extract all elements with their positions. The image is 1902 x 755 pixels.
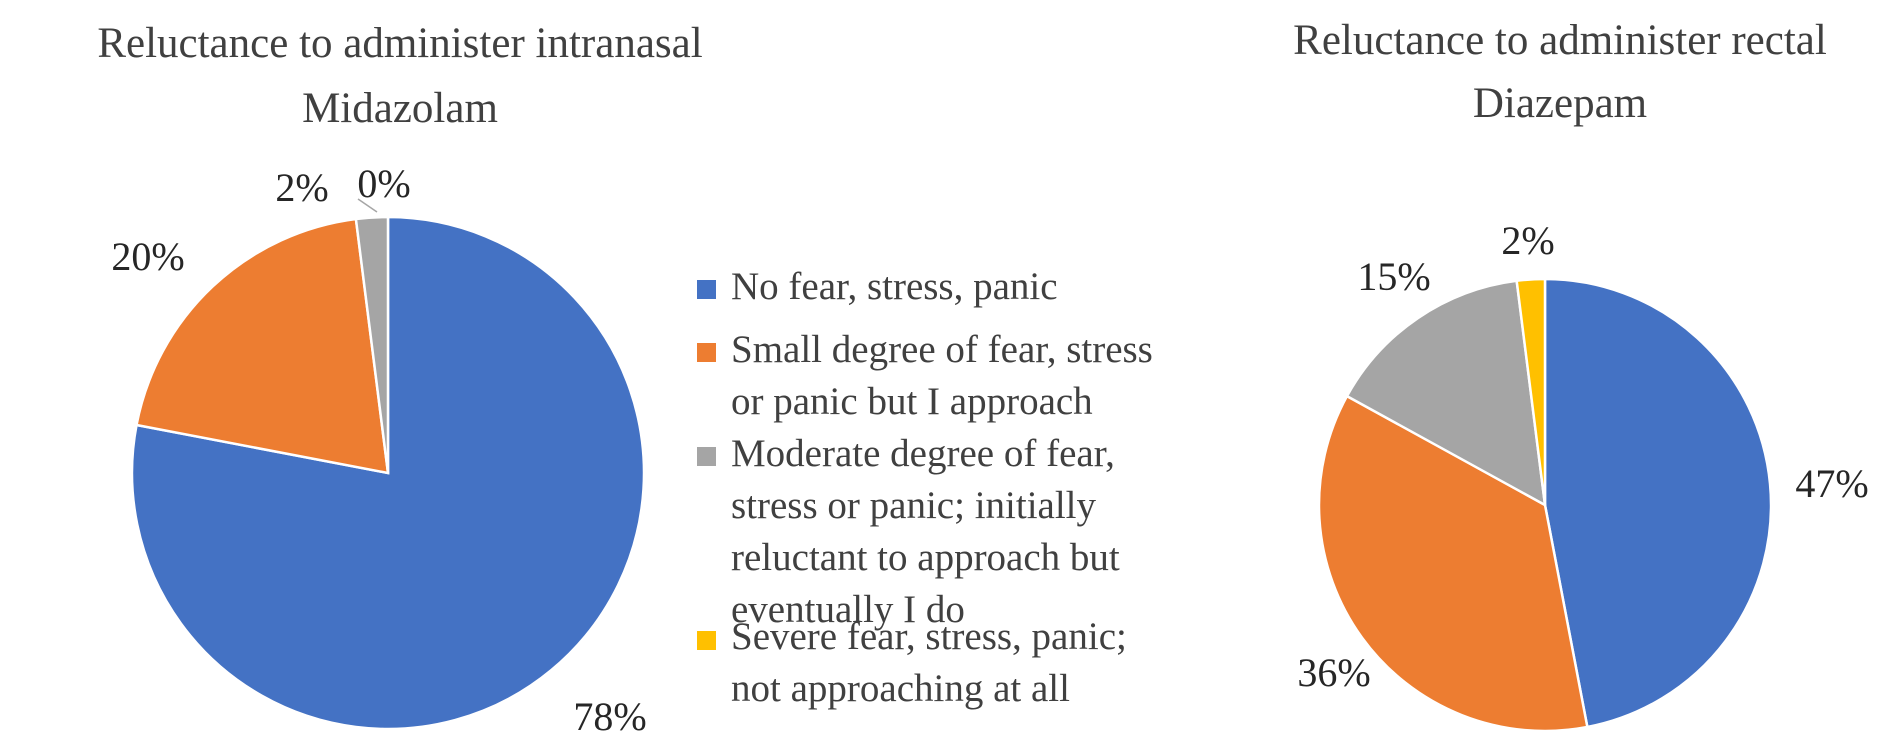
data-label: 2% bbox=[275, 165, 328, 210]
legend-label-line: No fear, stress, panic bbox=[731, 265, 1058, 308]
data-label: 15% bbox=[1357, 254, 1430, 299]
legend-label-line: or panic but I approach bbox=[731, 380, 1093, 423]
data-label: 0% bbox=[357, 161, 410, 206]
chart-title-line: Diazepam bbox=[1473, 80, 1647, 127]
legend-label-line: stress or panic; initially bbox=[731, 484, 1097, 527]
legend-label-line: reluctant to approach but bbox=[731, 536, 1120, 579]
pie-slice bbox=[1317, 394, 1589, 733]
legend-swatch bbox=[697, 280, 716, 299]
pie-slice bbox=[135, 217, 390, 475]
pie-slice bbox=[354, 215, 390, 474]
data-label: 20% bbox=[111, 234, 184, 279]
chart-title-line: Reluctance to administer intranasal bbox=[97, 20, 702, 67]
legend-swatch bbox=[697, 447, 716, 466]
leader-line bbox=[357, 198, 378, 213]
pie-slice bbox=[1543, 277, 1773, 729]
data-label: 36% bbox=[1297, 650, 1370, 695]
data-label: 78% bbox=[573, 694, 646, 739]
pie-slice bbox=[1515, 277, 1547, 506]
legend-label-line: eventually I do bbox=[731, 588, 965, 631]
chart-title-line: Reluctance to administer rectal bbox=[1293, 17, 1827, 64]
legend-label-line: Moderate degree of fear, bbox=[731, 432, 1115, 475]
legend-label-line: Severe fear, stress, panic; bbox=[731, 615, 1127, 658]
data-label: 2% bbox=[1501, 218, 1554, 263]
legend-swatch bbox=[697, 343, 716, 362]
chart-title-line: Midazolam bbox=[302, 85, 498, 132]
legend-swatch bbox=[697, 631, 716, 650]
legend-label-line: Small degree of fear, stress bbox=[731, 328, 1153, 371]
data-label: 47% bbox=[1795, 461, 1868, 506]
pie-slice bbox=[1345, 279, 1547, 508]
legend-label-line: not approaching at all bbox=[731, 667, 1070, 710]
